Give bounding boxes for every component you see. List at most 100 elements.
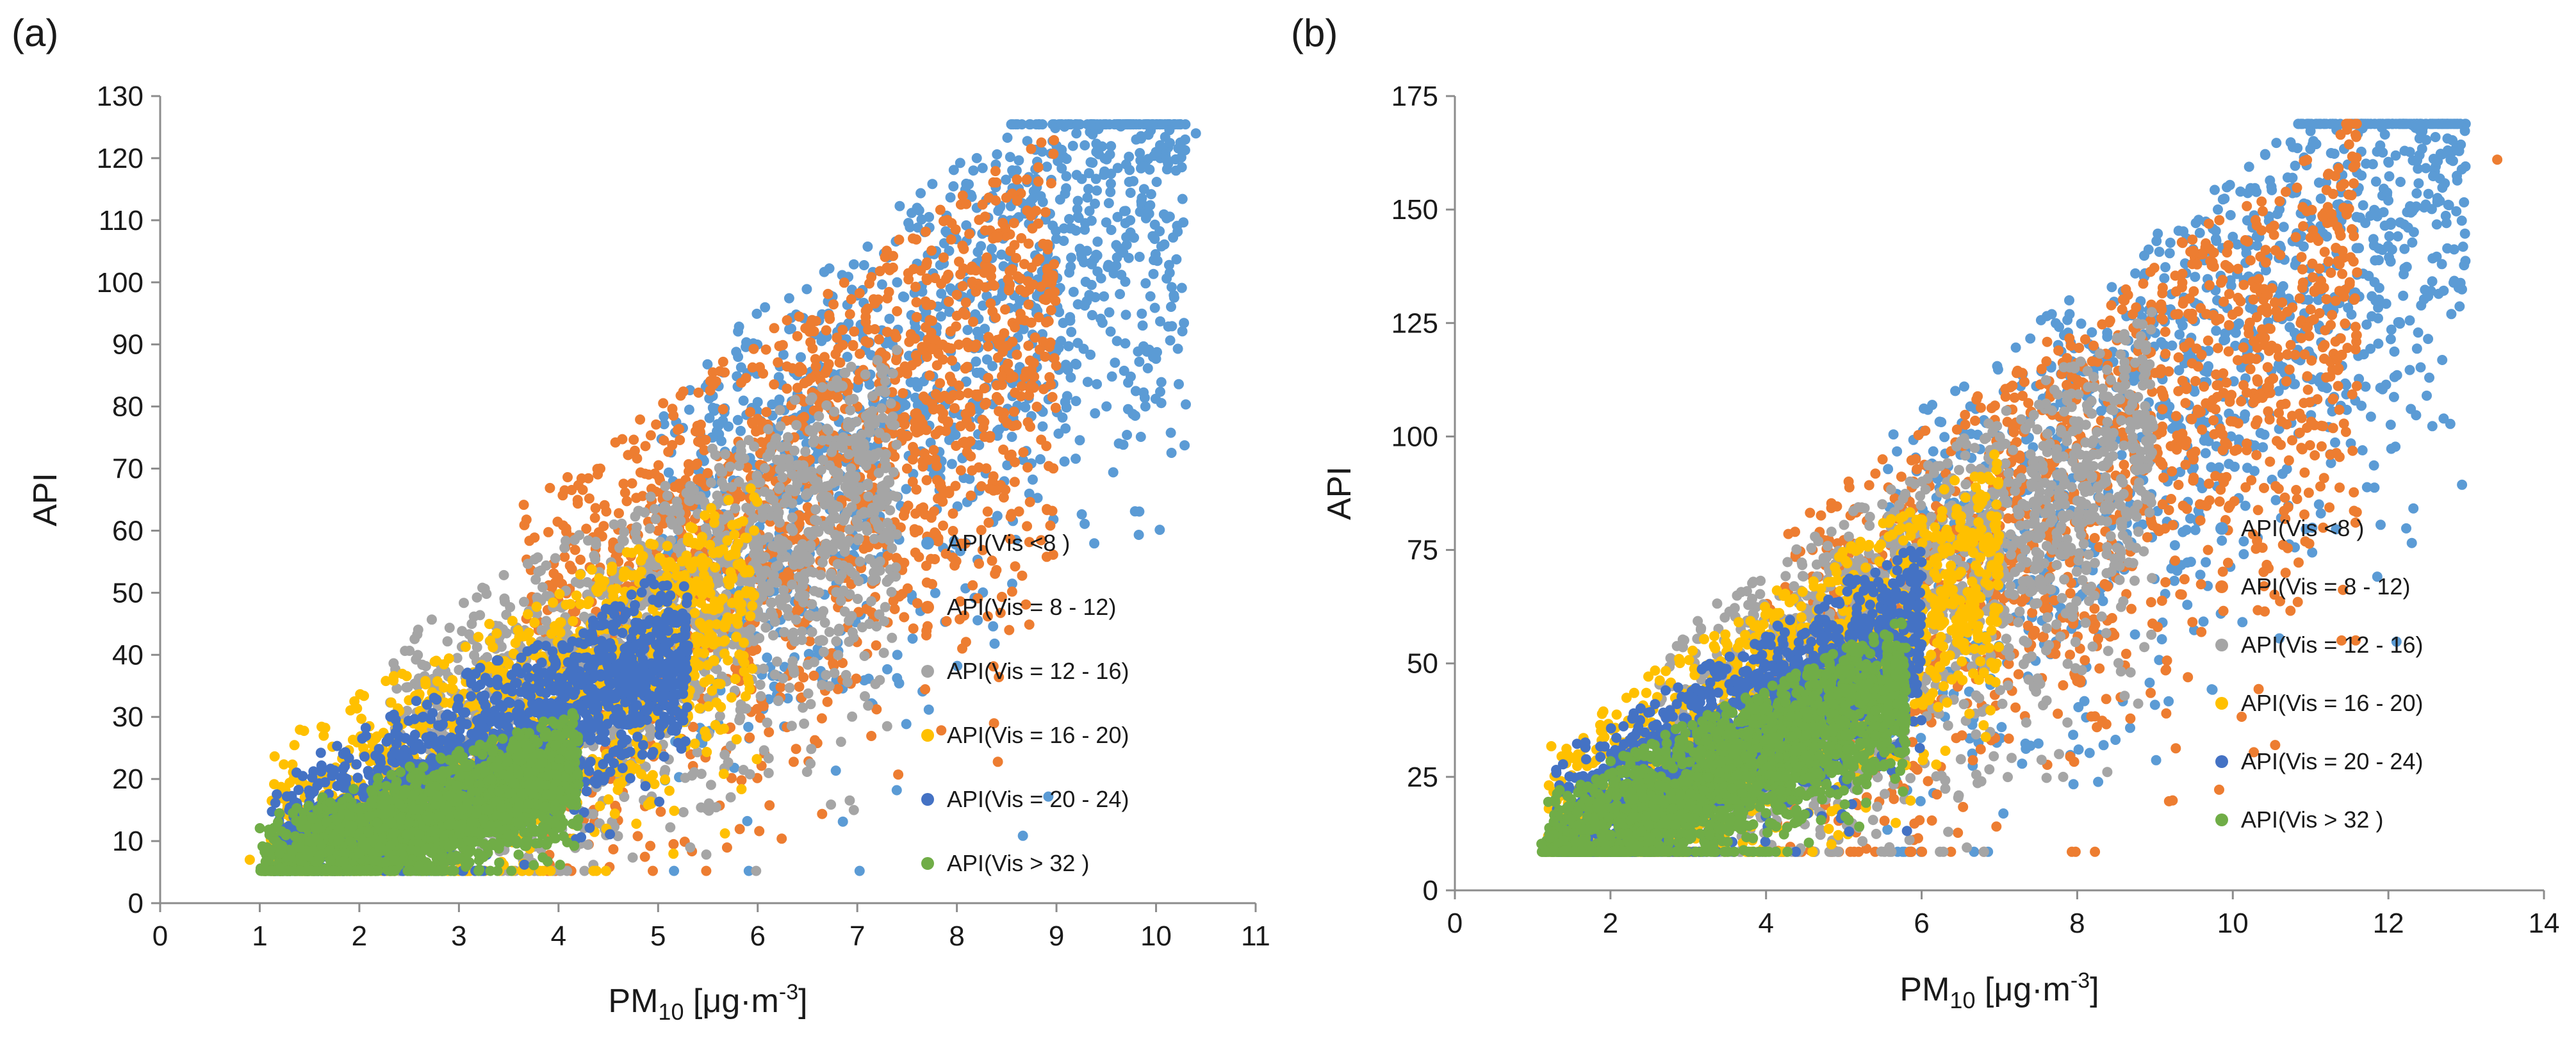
scatter-point (807, 599, 817, 609)
scatter-point (641, 441, 651, 451)
scatter-point (914, 525, 924, 535)
scatter-point (773, 696, 783, 706)
scatter-point (992, 392, 1002, 402)
scatter-point (524, 535, 534, 546)
scatter-point (972, 247, 983, 257)
scatter-point (662, 541, 673, 551)
scatter-point (1000, 485, 1010, 495)
scatter-point (1140, 402, 1151, 412)
scatter-point (1028, 224, 1038, 234)
scatter-point (1017, 119, 1027, 129)
scatter-point (961, 179, 971, 189)
scatter-point (852, 448, 862, 458)
scatter-point (660, 774, 670, 785)
scatter-point (1164, 125, 1174, 135)
scatter-point (799, 412, 809, 422)
scatter-point (1038, 239, 1048, 249)
scatter-point (927, 179, 937, 189)
scatter-point (751, 866, 761, 876)
scatter-point (521, 514, 532, 525)
scatter-point (891, 355, 901, 365)
scatter-point (965, 402, 975, 413)
scatter-point (1177, 326, 1188, 336)
scatter-point (782, 315, 792, 325)
scatter-point (1178, 217, 1188, 227)
scatter-point (887, 543, 897, 553)
scatter-point (1010, 477, 1020, 487)
scatter-point (860, 651, 870, 661)
scatter-point (1106, 327, 1116, 337)
x-tick-label: 10 (1140, 920, 1172, 952)
scatter-point (859, 260, 869, 270)
scatter-point (1087, 259, 1097, 270)
scatter-point (845, 422, 855, 432)
scatter-point (992, 380, 1002, 391)
scatter-point (745, 769, 755, 780)
scatter-point (868, 576, 878, 586)
scatter-point (457, 626, 467, 636)
scatter-point (1176, 138, 1186, 148)
scatter-point (663, 446, 673, 457)
scatter-point (1112, 212, 1122, 222)
scatter-point (1074, 213, 1084, 223)
scatter-point (1062, 171, 1072, 181)
scatter-point (828, 299, 839, 309)
scatter-point (684, 405, 694, 415)
scatter-point (593, 464, 603, 474)
panel-label: (a) (12, 12, 58, 54)
scatter-point (1042, 277, 1052, 288)
scatter-point (1150, 303, 1160, 313)
scatter-point (881, 449, 891, 459)
scatter-point (477, 583, 488, 593)
scatter-point (814, 587, 824, 598)
scatter-point (967, 580, 978, 591)
scatter-point (785, 683, 795, 693)
scatter-point (776, 682, 786, 692)
scatter-point (845, 405, 855, 416)
scatter-point (1008, 372, 1019, 382)
scatter-point (545, 483, 555, 493)
scatter-point (1171, 165, 1181, 176)
scatter-point (388, 658, 398, 669)
scatter-point (994, 406, 1004, 416)
scatter-point (519, 597, 529, 607)
scatter-point (754, 826, 764, 837)
scatter-point (894, 201, 905, 211)
scatter-point (887, 633, 897, 643)
scatter-point (831, 636, 841, 646)
scatter-point (983, 193, 994, 203)
scatter-point (775, 405, 785, 415)
scatter-point (523, 609, 533, 619)
scatter-point (904, 337, 914, 347)
scatter-point (1121, 159, 1131, 170)
scatter-point (1048, 149, 1058, 159)
scatter-point (875, 557, 885, 567)
scatter-point (889, 596, 899, 606)
x-tick-label: 0 (152, 920, 168, 952)
scatter-point (979, 417, 989, 427)
scatter-point (908, 477, 918, 487)
scatter-point (1025, 497, 1035, 507)
scatter-point (674, 478, 684, 489)
scatter-point (646, 491, 656, 502)
scatter-point (570, 545, 580, 555)
scatter-point (926, 328, 937, 338)
scatter-point (866, 596, 876, 607)
scatter-point (831, 765, 841, 776)
scatter-point (1071, 359, 1081, 370)
scatter-point (839, 277, 849, 288)
scatter-point (807, 315, 817, 325)
scatter-point (1145, 200, 1155, 210)
scatter-point (812, 526, 823, 536)
scatter-point (957, 644, 967, 654)
scatter-point (716, 467, 726, 477)
scatter-point (791, 744, 801, 754)
scatter-point (844, 395, 855, 405)
scatter-point (1177, 194, 1188, 204)
scatter-point (1022, 174, 1032, 184)
scatter-point (964, 229, 974, 239)
scatter-point (818, 391, 828, 402)
scatter-point (769, 323, 780, 333)
scatter-point (847, 712, 857, 722)
scatter-point (1091, 147, 1101, 157)
